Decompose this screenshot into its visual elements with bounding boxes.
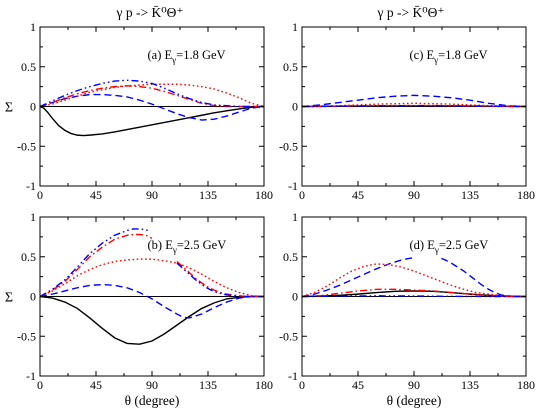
x-tick-label: 180 — [255, 378, 273, 392]
y-tick-label: -1 — [26, 179, 36, 193]
y-tick-label: 0 — [30, 100, 36, 114]
y-tick-label: -1 — [288, 179, 298, 193]
series-0-solid — [301, 290, 527, 298]
panel-annotation: (d) Eγ=2.5 GeV — [410, 238, 489, 255]
y-tick-label: -0.5 — [279, 139, 298, 153]
panel-0: 0 45 90 135 180 -1 -0.5 0 0.5 1 (a) Eγ=1.8 GeV Σ — [5, 20, 273, 202]
x-tick-label: 180 — [517, 378, 535, 392]
panel-annotation: (b) Eγ=2.5 GeV — [148, 238, 227, 255]
series-3-dotted — [301, 263, 526, 298]
panel-3: 0 45 90 135 180 -1 -0.5 0 0.5 1 (d) Eγ=2.5 GeV θ (d… — [279, 210, 535, 408]
x-tick-label: 90 — [408, 188, 420, 202]
y-tick-label: -1 — [26, 369, 36, 383]
series-4-dashdotdot — [39, 79, 264, 108]
x-tick-label: 90 — [408, 378, 420, 392]
panel-annotation-prefix: (c) E — [410, 48, 435, 62]
x-tick-label: 90 — [146, 378, 158, 392]
y-tick-label: 0.5 — [21, 60, 36, 74]
x-tick-label: 45 — [90, 378, 102, 392]
panel-annotation-sub: γ — [433, 55, 438, 65]
panel-annotation-energy: =2.5 GeV — [177, 238, 226, 252]
panel-1: 0 45 90 135 180 -1 -0.5 0 0.5 1 (c) Eγ=1.8 GeV — [279, 20, 535, 202]
x-tick-label: 0 — [37, 378, 43, 392]
y-tick-label: 0.5 — [283, 60, 298, 74]
series-6-dashdotdot — [176, 262, 264, 298]
x-tick-label: 135 — [199, 378, 217, 392]
y-axis-label: Σ — [5, 101, 13, 116]
y-tick-label: 1 — [292, 20, 298, 34]
panel-annotation-sub: γ — [171, 55, 176, 65]
series-2-dotted — [39, 258, 265, 298]
x-tick-label: 135 — [461, 188, 479, 202]
x-tick-label: 180 — [255, 188, 273, 202]
y-tick-label: 0 — [292, 290, 298, 304]
panel-annotation: (a) Eγ=1.8 GeV — [148, 48, 226, 65]
x-axis-label: θ (degree) — [387, 393, 442, 408]
series-2-dotted — [39, 83, 265, 108]
panel-annotation-prefix: (a) E — [148, 48, 173, 62]
x-tick-label: 135 — [461, 378, 479, 392]
panel-2: 0 45 90 135 180 -1 -0.5 0 0.5 1 (b) Eγ=2.5 GeV Σθ (… — [5, 210, 273, 408]
x-tick-label: 0 — [299, 378, 305, 392]
panel-annotation-prefix: (b) E — [148, 238, 174, 252]
series-4-dashdotdot — [301, 104, 527, 108]
series-3-dashdot — [39, 233, 153, 298]
series-5-dashdotdot — [301, 295, 526, 298]
y-tick-label: 0 — [30, 290, 36, 304]
series-3-dashdot — [39, 85, 264, 108]
series-5-dashdotdot — [39, 228, 150, 298]
x-tick-label: 90 — [146, 188, 158, 202]
y-tick-label: 1 — [30, 210, 36, 224]
panel-annotation-prefix: (d) E — [410, 238, 436, 252]
x-tick-label: 0 — [299, 188, 305, 202]
x-axis-label: θ (degree) — [125, 393, 180, 408]
series-1-dashed — [39, 283, 264, 319]
y-axis-label: Σ — [5, 291, 13, 306]
x-tick-label: 45 — [352, 378, 364, 392]
y-tick-label: 0.5 — [21, 250, 36, 264]
series-4-dashdot — [301, 288, 526, 298]
y-tick-label: 1 — [292, 210, 298, 224]
x-tick-label: 45 — [352, 188, 364, 202]
panel-annotation-sub: γ — [434, 245, 439, 255]
series-1-dashed — [301, 94, 527, 108]
y-tick-label: -0.5 — [17, 329, 36, 343]
column-title-right: γ p -> K̄⁰Θ⁺ — [377, 5, 445, 20]
y-tick-label: 1 — [30, 20, 36, 34]
column-title-left: γ p -> K̄⁰Θ⁺ — [116, 5, 184, 20]
x-tick-label: 0 — [37, 188, 43, 202]
y-tick-label: -0.5 — [279, 329, 298, 343]
series-3-dashdot — [301, 104, 527, 108]
y-tick-label: -1 — [288, 369, 298, 383]
panel-annotation-energy: =1.8 GeV — [438, 48, 487, 62]
panel-annotation-energy: =1.8 GeV — [176, 48, 225, 62]
panel-annotation: (c) Eγ=1.8 GeV — [410, 48, 488, 65]
panel-annotation-energy: =2.5 GeV — [439, 238, 488, 252]
y-tick-label: 0.5 — [283, 250, 298, 264]
series-4-dashdot — [176, 260, 264, 298]
series-0-solid — [39, 105, 265, 137]
x-tick-label: 180 — [517, 188, 535, 202]
series-0-solid — [39, 295, 264, 345]
series-2-dashed — [441, 257, 526, 298]
series-1-dashed — [301, 256, 415, 298]
y-tick-label: -0.5 — [17, 139, 36, 153]
x-tick-label: 135 — [199, 188, 217, 202]
y-tick-label: 0 — [292, 100, 298, 114]
x-tick-label: 45 — [90, 188, 102, 202]
series-1-dashed — [39, 93, 265, 121]
panel-annotation-sub: γ — [172, 245, 177, 255]
